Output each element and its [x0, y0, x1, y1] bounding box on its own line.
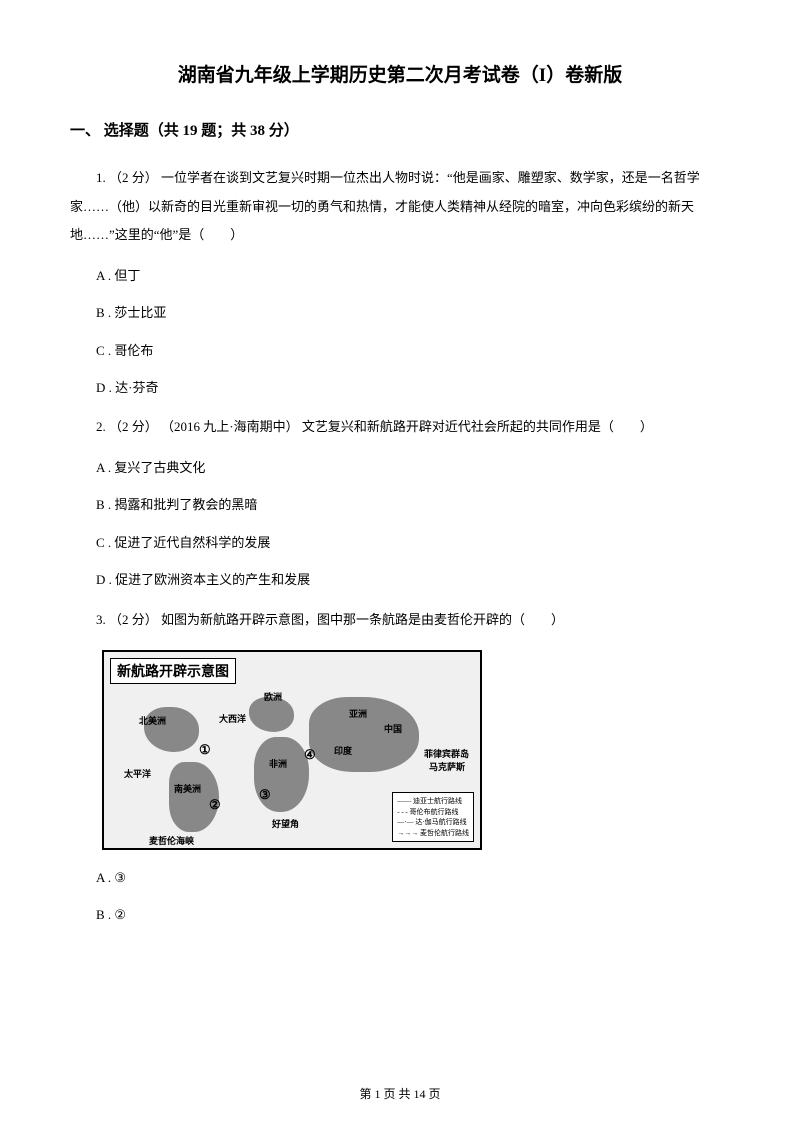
q3-number: 3. — [96, 612, 106, 627]
q2-option-b: B . 揭露和批判了教会的黑暗 — [70, 493, 730, 516]
q3-points: （2 分） — [109, 612, 158, 627]
route-marker-4: ④ — [304, 747, 316, 763]
q2-option-c: C . 促进了近代自然科学的发展 — [70, 531, 730, 554]
section-header: 一、 选择题（共 19 题；共 38 分） — [70, 119, 730, 140]
q3-option-a: A . ③ — [70, 866, 730, 889]
q2-option-d: D . 促进了欧洲资本主义的产生和发展 — [70, 568, 730, 591]
q2-points: （2 分） — [109, 419, 158, 434]
page-title: 湖南省九年级上学期历史第二次月考试卷（I）卷新版 — [70, 60, 730, 87]
legend-item-2: - - - 哥伦布航行路线 — [397, 807, 469, 818]
map-label-na: 北美洲 — [139, 714, 166, 727]
q3-text: 如图为新航路开辟示意图，图中那一条航路是由麦哲伦开辟的（ ） — [161, 612, 564, 627]
route-marker-3: ③ — [259, 787, 271, 803]
map-label-in: 印度 — [334, 744, 352, 757]
q1-option-b: B . 莎士比亚 — [70, 301, 730, 324]
q2-text: 文艺复兴和新航路开辟对近代社会所起的共同作用是（ ） — [302, 419, 653, 434]
map-label-atl: 大西洋 — [219, 712, 246, 725]
legend-item-3: —·— 达·伽马航行路线 — [397, 817, 469, 828]
q1-points: （2 分） — [109, 170, 158, 185]
map-label-pac: 太平洋 — [124, 767, 151, 780]
q2-number: 2. — [96, 419, 106, 434]
route-marker-2: ② — [209, 797, 221, 813]
map-title: 新航路开辟示意图 — [110, 658, 236, 684]
q1-option-d: D . 达·芬奇 — [70, 376, 730, 399]
map-label-cape: 好望角 — [272, 817, 299, 830]
q2-option-a: A . 复兴了古典文化 — [70, 456, 730, 479]
q3-option-b: B . ② — [70, 903, 730, 926]
map-label-eu: 欧洲 — [264, 690, 282, 703]
map-legend: —— 迪亚士航行路线 - - - 哥伦布航行路线 —·— 达·伽马航行路线 →→… — [392, 792, 474, 842]
map-label-cn: 中国 — [384, 722, 402, 735]
map-label-ph: 菲律宾群岛 — [424, 747, 469, 760]
map-label-strait: 麦哲伦海峡 — [149, 834, 194, 847]
page-footer: 第 1 页 共 14 页 — [0, 1085, 800, 1102]
q1-number: 1. — [96, 170, 106, 185]
q2-source: （2016 九上·海南期中） — [161, 419, 299, 434]
legend-item-4: →→→ 麦哲伦航行路线 — [397, 828, 469, 839]
q1-option-c: C . 哥伦布 — [70, 339, 730, 362]
map-label-af: 非洲 — [269, 757, 287, 770]
question-3: 3. （2 分） 如图为新航路开辟示意图，图中那一条航路是由麦哲伦开辟的（ ） — [70, 606, 730, 635]
map-label-mk: 马克萨斯 — [429, 760, 465, 773]
question-2: 2. （2 分） （2016 九上·海南期中） 文艺复兴和新航路开辟对近代社会所… — [70, 413, 730, 442]
map-image: 新航路开辟示意图 ① ② ③ ④ 欧洲 北美洲 非洲 南美洲 亚洲 印度 中国 … — [102, 650, 482, 850]
q1-option-a: A . 但丁 — [70, 264, 730, 287]
q1-text: 一位学者在谈到文艺复兴时期一位杰出人物时说：“他是画家、雕塑家、数学家，还是一名… — [70, 170, 700, 242]
map-label-sa: 南美洲 — [174, 782, 201, 795]
question-1: 1. （2 分） 一位学者在谈到文艺复兴时期一位杰出人物时说：“他是画家、雕塑家… — [70, 164, 730, 250]
legend-item-1: —— 迪亚士航行路线 — [397, 796, 469, 807]
route-marker-1: ① — [199, 742, 211, 758]
map-label-as: 亚洲 — [349, 707, 367, 720]
